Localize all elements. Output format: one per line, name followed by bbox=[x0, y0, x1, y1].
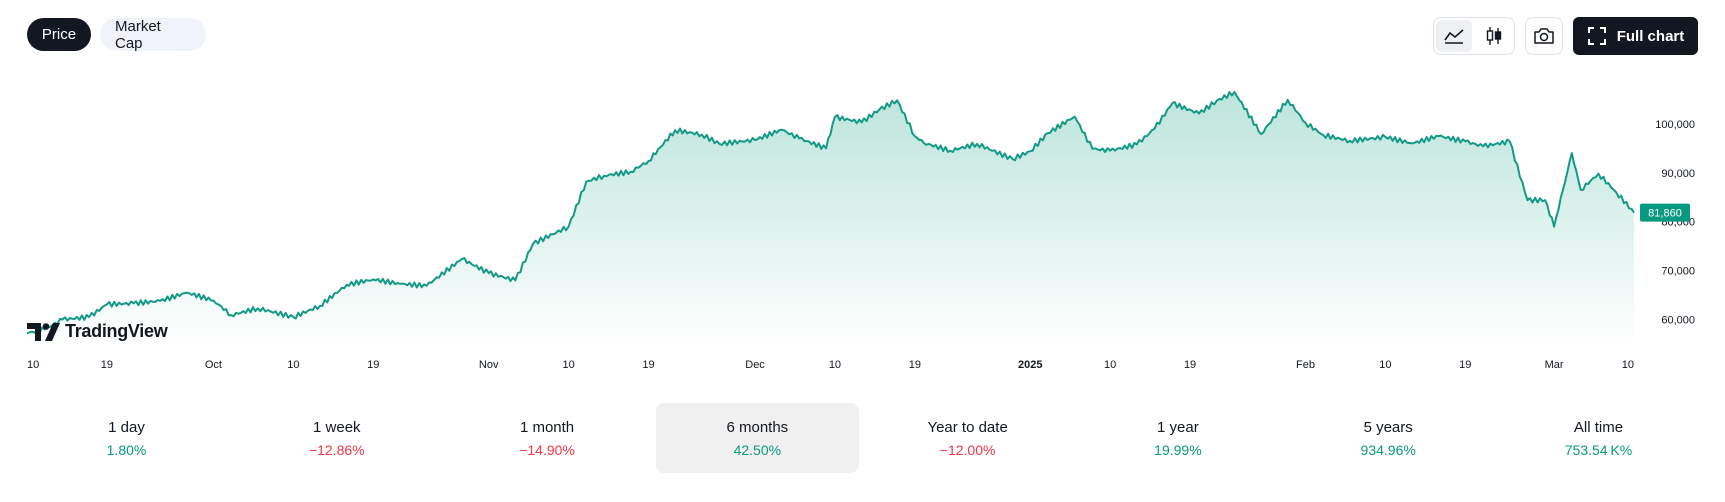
chart-style-switcher bbox=[1433, 17, 1515, 55]
perf-value: −12.00% bbox=[939, 441, 996, 458]
perf-5-years[interactable]: 5 years 934.96% bbox=[1287, 403, 1490, 473]
price-line-path bbox=[26, 91, 1635, 335]
x-tick-label: 2025 bbox=[1018, 359, 1042, 371]
full-chart-label: Full chart bbox=[1616, 27, 1685, 45]
perf-all-time[interactable]: All time 753.54 K% bbox=[1497, 403, 1700, 473]
tradingview-logo: TradingView bbox=[27, 321, 168, 342]
y-tick-label: 90,000 bbox=[1661, 168, 1695, 180]
perf-6-months[interactable]: 6 months 42.50% bbox=[655, 403, 859, 473]
x-tick-label: 10 bbox=[27, 359, 39, 371]
x-tick-label: 10 bbox=[1104, 359, 1116, 371]
candles-icon bbox=[1486, 27, 1502, 45]
perf-1-year[interactable]: 1 year 19.99% bbox=[1076, 403, 1279, 473]
area-fill bbox=[27, 92, 1634, 344]
perf-1-week[interactable]: 1 week −12.86% bbox=[235, 403, 438, 473]
perf-value: 753.54 K% bbox=[1564, 441, 1633, 458]
y-tick-label: 60,000 bbox=[1661, 315, 1695, 327]
chart-toolbar: Full chart bbox=[1433, 17, 1698, 55]
x-tick-label: 19 bbox=[1459, 359, 1471, 371]
perf-value: 19.99% bbox=[1154, 441, 1202, 458]
camera-icon bbox=[1534, 28, 1554, 44]
perf-year-to-date[interactable]: Year to date −12.00% bbox=[866, 403, 1069, 473]
x-tick-label: Dec bbox=[745, 359, 765, 371]
candles-button[interactable] bbox=[1476, 20, 1512, 52]
perf-value: 42.50% bbox=[733, 441, 782, 458]
chart-mode-toggle: Price Market Cap bbox=[27, 18, 206, 52]
full-chart-button[interactable]: Full chart bbox=[1573, 17, 1698, 55]
y-tick-label: 70,000 bbox=[1661, 266, 1695, 278]
x-tick-label: 10 bbox=[287, 359, 299, 371]
perf-value: 1.80% bbox=[106, 441, 147, 458]
x-tick-label: 10 bbox=[829, 359, 841, 371]
x-tick-label: 10 bbox=[1379, 359, 1391, 371]
perf-value: 934.96% bbox=[1360, 441, 1416, 458]
perf-value: −14.90% bbox=[519, 441, 575, 458]
market-cap-tab[interactable]: Market Cap bbox=[100, 18, 206, 52]
price-line bbox=[26, 91, 1635, 335]
x-tick-label: Oct bbox=[205, 359, 222, 371]
x-tick-label: 19 bbox=[1184, 359, 1196, 371]
x-tick-label: Nov bbox=[479, 359, 499, 371]
perf-label: 5 years bbox=[1363, 418, 1413, 436]
screenshot-button[interactable] bbox=[1525, 17, 1563, 55]
perf-value: −12.86% bbox=[308, 441, 365, 458]
fullscreen-icon bbox=[1587, 27, 1606, 45]
price-tab[interactable]: Price bbox=[27, 18, 91, 51]
perf-label: All time bbox=[1573, 418, 1624, 436]
x-tick-label: 19 bbox=[642, 359, 654, 371]
x-axis: 10 19 Oct 10 19 Nov 10 19 Dec 10 19 2025 10 19 Feb 10 19… bbox=[27, 359, 1634, 371]
last-price-label: 81,860 bbox=[1648, 208, 1682, 220]
perf-label: 1 year bbox=[1157, 418, 1199, 436]
x-tick-label: 19 bbox=[367, 359, 379, 371]
last-price-badge-bg bbox=[1640, 203, 1690, 222]
perf-label: 1 day bbox=[108, 418, 145, 436]
x-tick-label: Mar bbox=[1545, 359, 1564, 371]
x-tick-label: 19 bbox=[101, 359, 113, 371]
x-tick-label: 10 bbox=[562, 359, 574, 371]
performance-strip: 1 day 1.80% 1 week −12.86% 1 month −14.90% … bbox=[25, 403, 1700, 473]
area-chart-icon bbox=[1444, 29, 1464, 44]
area-fill-shape bbox=[27, 92, 1634, 344]
perf-label: 6 months bbox=[726, 418, 789, 436]
perf-label: 1 month bbox=[519, 418, 575, 436]
x-tick-label: 10 bbox=[1622, 359, 1634, 371]
perf-label: 1 week bbox=[313, 418, 361, 436]
area-chart-button[interactable] bbox=[1436, 20, 1472, 52]
perf-label: Year to date bbox=[927, 418, 1008, 436]
last-price-badge: 81,860 bbox=[1640, 203, 1690, 222]
tradingview-logo-icon bbox=[27, 322, 60, 341]
x-tick-label: 19 bbox=[909, 359, 921, 371]
y-tick-label: 100,000 bbox=[1655, 119, 1695, 131]
tradingview-logo-text: TradingView bbox=[65, 321, 168, 341]
perf-1-day[interactable]: 1 day 1.80% bbox=[25, 403, 228, 473]
perf-1-month[interactable]: 1 month −14.90% bbox=[446, 403, 649, 473]
x-tick-label: Feb bbox=[1296, 359, 1315, 371]
